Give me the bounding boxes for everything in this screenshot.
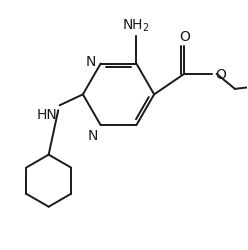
Text: O: O <box>215 68 226 82</box>
Text: N: N <box>88 128 98 142</box>
Text: N: N <box>85 55 96 69</box>
Text: HN: HN <box>37 107 58 121</box>
Text: NH$_2$: NH$_2$ <box>123 17 150 34</box>
Text: O: O <box>179 30 190 44</box>
